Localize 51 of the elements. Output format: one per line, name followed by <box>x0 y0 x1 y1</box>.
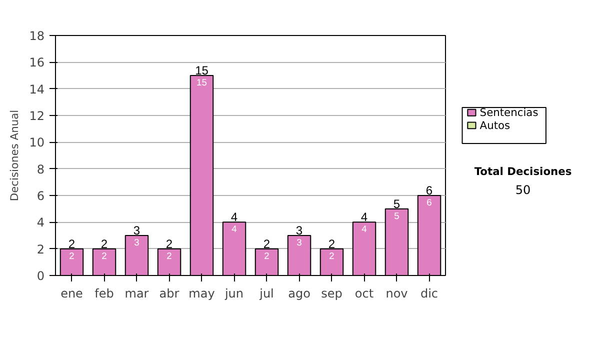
data-label: 5 <box>394 210 400 221</box>
x-tick-label: mar <box>124 286 149 300</box>
y-tick-label: 10 <box>29 136 45 150</box>
x-tick-label: ago <box>288 286 310 300</box>
total-label: 6 <box>426 184 433 198</box>
legend-label: Sentencias <box>480 106 539 120</box>
text: 50 <box>515 183 531 198</box>
text: Total Decisiones <box>474 165 572 178</box>
data-label: 2 <box>69 250 74 261</box>
data-label: 2 <box>102 250 107 261</box>
y-axis-title: Decisiones Anual <box>8 110 22 202</box>
x-tick-label: ene <box>60 286 83 300</box>
total-label: 2 <box>263 236 270 251</box>
x-tick-label: oct <box>354 286 374 300</box>
total-label: 4 <box>230 210 238 224</box>
x-tick-label: dic <box>420 286 438 300</box>
y-tick-label: 14 <box>29 82 45 96</box>
data-label: 2 <box>329 250 334 261</box>
total-label: 2 <box>100 236 108 251</box>
data-label: 3 <box>296 238 302 248</box>
x-tick-label: may <box>188 286 215 300</box>
x-tick-label: abr <box>159 286 180 300</box>
y-tick-label: 16 <box>29 56 45 70</box>
data-label: 15 <box>196 78 207 88</box>
total-label: 3 <box>133 224 140 238</box>
total-label: 2 <box>68 236 76 251</box>
y-tick-label: 0 <box>36 269 45 283</box>
total-label: 15 <box>195 64 209 78</box>
legend-label: Autos <box>480 118 511 132</box>
y-tick-label: 12 <box>29 109 45 123</box>
total-label: 2 <box>328 236 336 251</box>
y-tick-label: 4 <box>36 216 45 230</box>
y-tick-label: 2 <box>36 242 45 256</box>
total-label: 3 <box>296 224 303 238</box>
x-tick-label: nov <box>386 286 408 300</box>
x-tick-label: sep <box>321 286 342 300</box>
data-label: 4 <box>232 224 237 234</box>
data-label: 6 <box>426 198 432 208</box>
total-label: 5 <box>393 196 400 211</box>
total-label: 2 <box>166 236 173 251</box>
data-label: 4 <box>362 224 367 234</box>
y-tick-label: 6 <box>36 189 45 203</box>
x-tick-label: feb <box>94 286 114 300</box>
y-tick-label: 18 <box>29 29 45 43</box>
y-tick-label: 8 <box>36 162 45 176</box>
data-label: 2 <box>264 250 270 261</box>
data-label: 3 <box>134 238 140 248</box>
data-label: 2 <box>166 250 172 261</box>
x-tick-label: jun <box>224 286 244 300</box>
x-tick-label: jul <box>258 286 274 300</box>
total-label: 4 <box>360 210 368 224</box>
